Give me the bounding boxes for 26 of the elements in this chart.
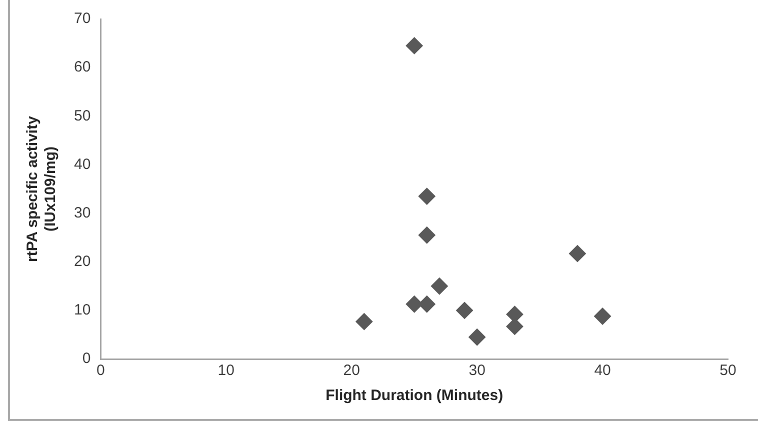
point [568,245,586,262]
point [594,308,612,325]
y-axis-title: rtPA specific activity (IUx109/mg) [24,115,60,262]
x-tick-label: 30 [468,362,486,380]
point [418,188,436,205]
x-tick-label: 10 [218,362,234,380]
point [456,302,474,319]
y-tick-label: 40 [74,156,91,173]
x-tick-label: 0 [96,362,105,380]
y-tick-label: 0 [82,350,91,368]
x-axis-title: Flight Duration (Minutes) [326,387,504,404]
y-tick-label: 30 [74,204,91,222]
y-tick-label: 70 [74,10,91,28]
point [356,313,373,330]
y-tick-label: 20 [74,253,91,270]
point [406,296,423,313]
x-tick-label: 50 [720,362,736,380]
x-tick-label: 20 [343,362,360,380]
point [418,226,436,244]
point [430,278,448,295]
y-tick-label: 10 [74,302,91,319]
point [468,328,486,346]
x-tick-label: 40 [594,362,611,380]
y-tick-label: 60 [74,58,91,76]
point [406,37,423,54]
y-tick-label: 50 [74,107,91,124]
